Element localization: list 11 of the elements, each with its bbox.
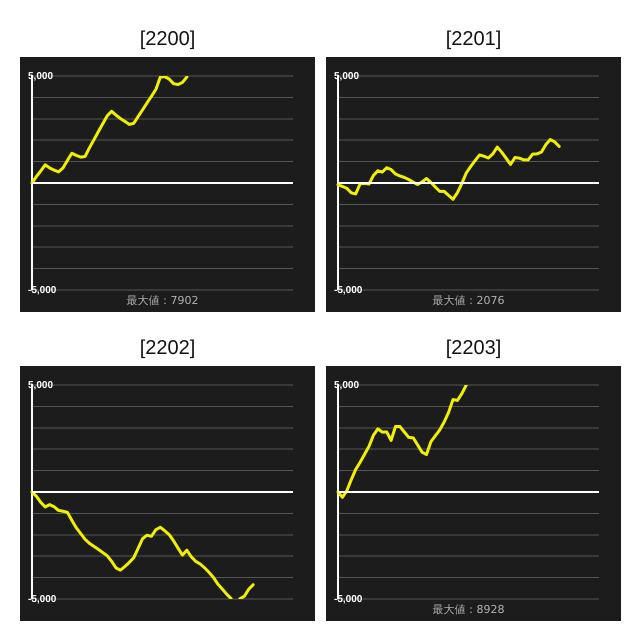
- y-tick-label: -5,000: [28, 594, 57, 605]
- chart-title: [2203]: [444, 336, 502, 361]
- chart-title: [2202]: [138, 336, 196, 361]
- text: 最大値：8928: [432, 602, 504, 616]
- text: 最大値：7902: [126, 294, 198, 307]
- text: 最大値：2076: [432, 294, 504, 307]
- y-tick-label: -5,000: [334, 594, 363, 605]
- chart-title: [2201]: [444, 27, 502, 52]
- chart-title: [2200]: [138, 27, 196, 52]
- y-tick-label: -5,000: [334, 284, 363, 296]
- y-tick-label: -5,000: [28, 284, 57, 296]
